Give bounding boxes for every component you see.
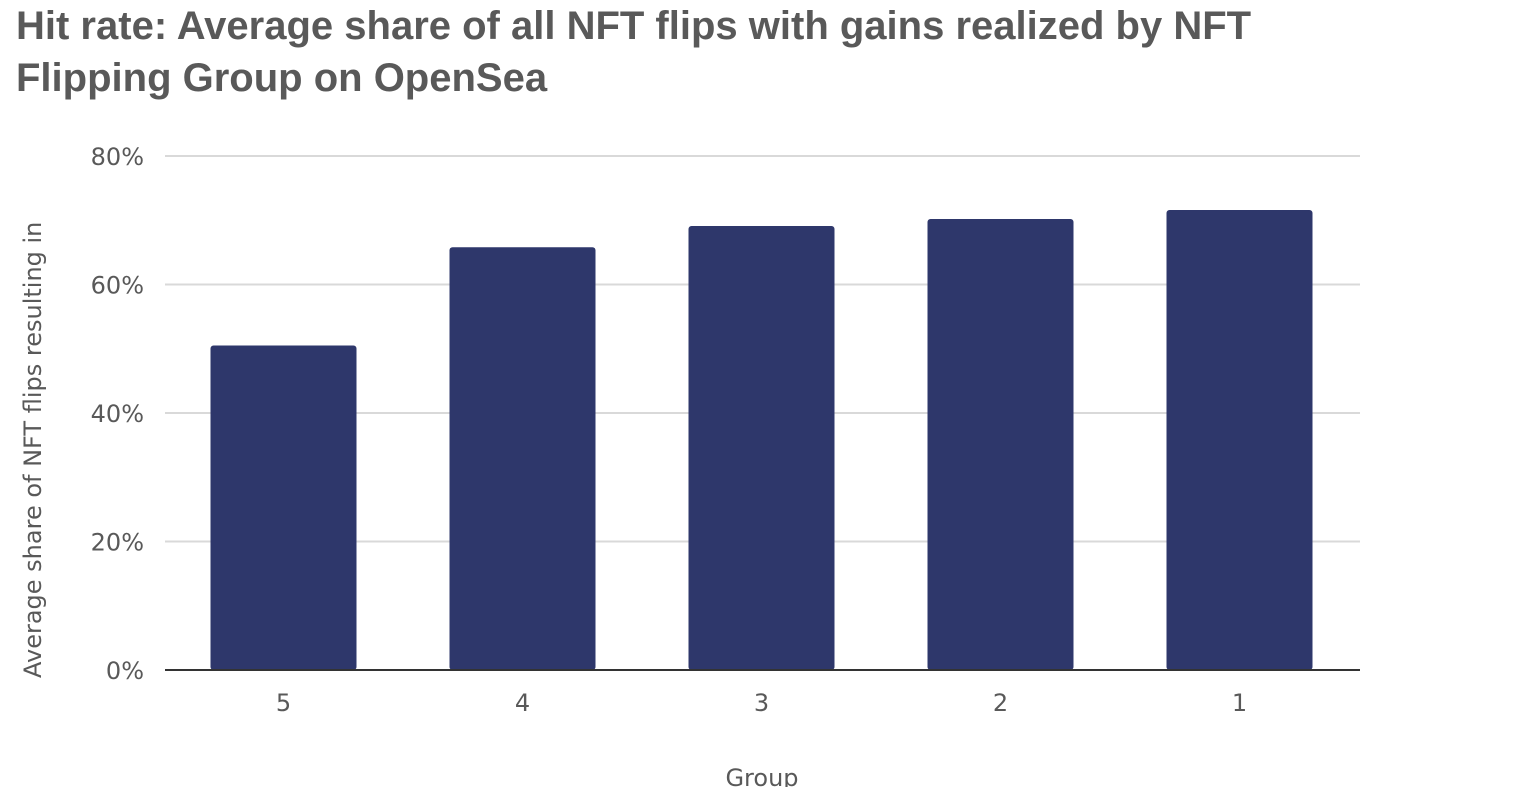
y-tick-label: 0% — [106, 657, 144, 685]
y-tick-label: 40% — [91, 400, 144, 428]
chart-title: Hit rate: Average share of all NFT flips… — [16, 4, 1252, 100]
x-tick-label: 4 — [515, 689, 530, 717]
x-tick-label: 5 — [276, 689, 291, 717]
y-tick-labels: 0% 20% 40% 60% 80% — [91, 143, 144, 685]
x-tick-labels: 5 4 3 2 1 — [276, 689, 1247, 717]
bar — [449, 247, 596, 671]
x-tick-label: 2 — [993, 689, 1008, 717]
bar — [210, 345, 357, 670]
bar — [927, 218, 1074, 670]
x-tick-label: 1 — [1232, 689, 1247, 717]
bar — [688, 226, 835, 670]
y-tick-label: 20% — [91, 529, 144, 557]
y-tick-label: 60% — [91, 272, 144, 300]
bar — [1166, 209, 1313, 670]
y-axis-label: Average share of NFT flips resulting in — [19, 222, 47, 678]
x-axis-label: Group — [725, 764, 798, 787]
bars — [210, 209, 1313, 671]
x-tick-label: 3 — [754, 689, 769, 717]
y-tick-label: 80% — [91, 143, 144, 171]
